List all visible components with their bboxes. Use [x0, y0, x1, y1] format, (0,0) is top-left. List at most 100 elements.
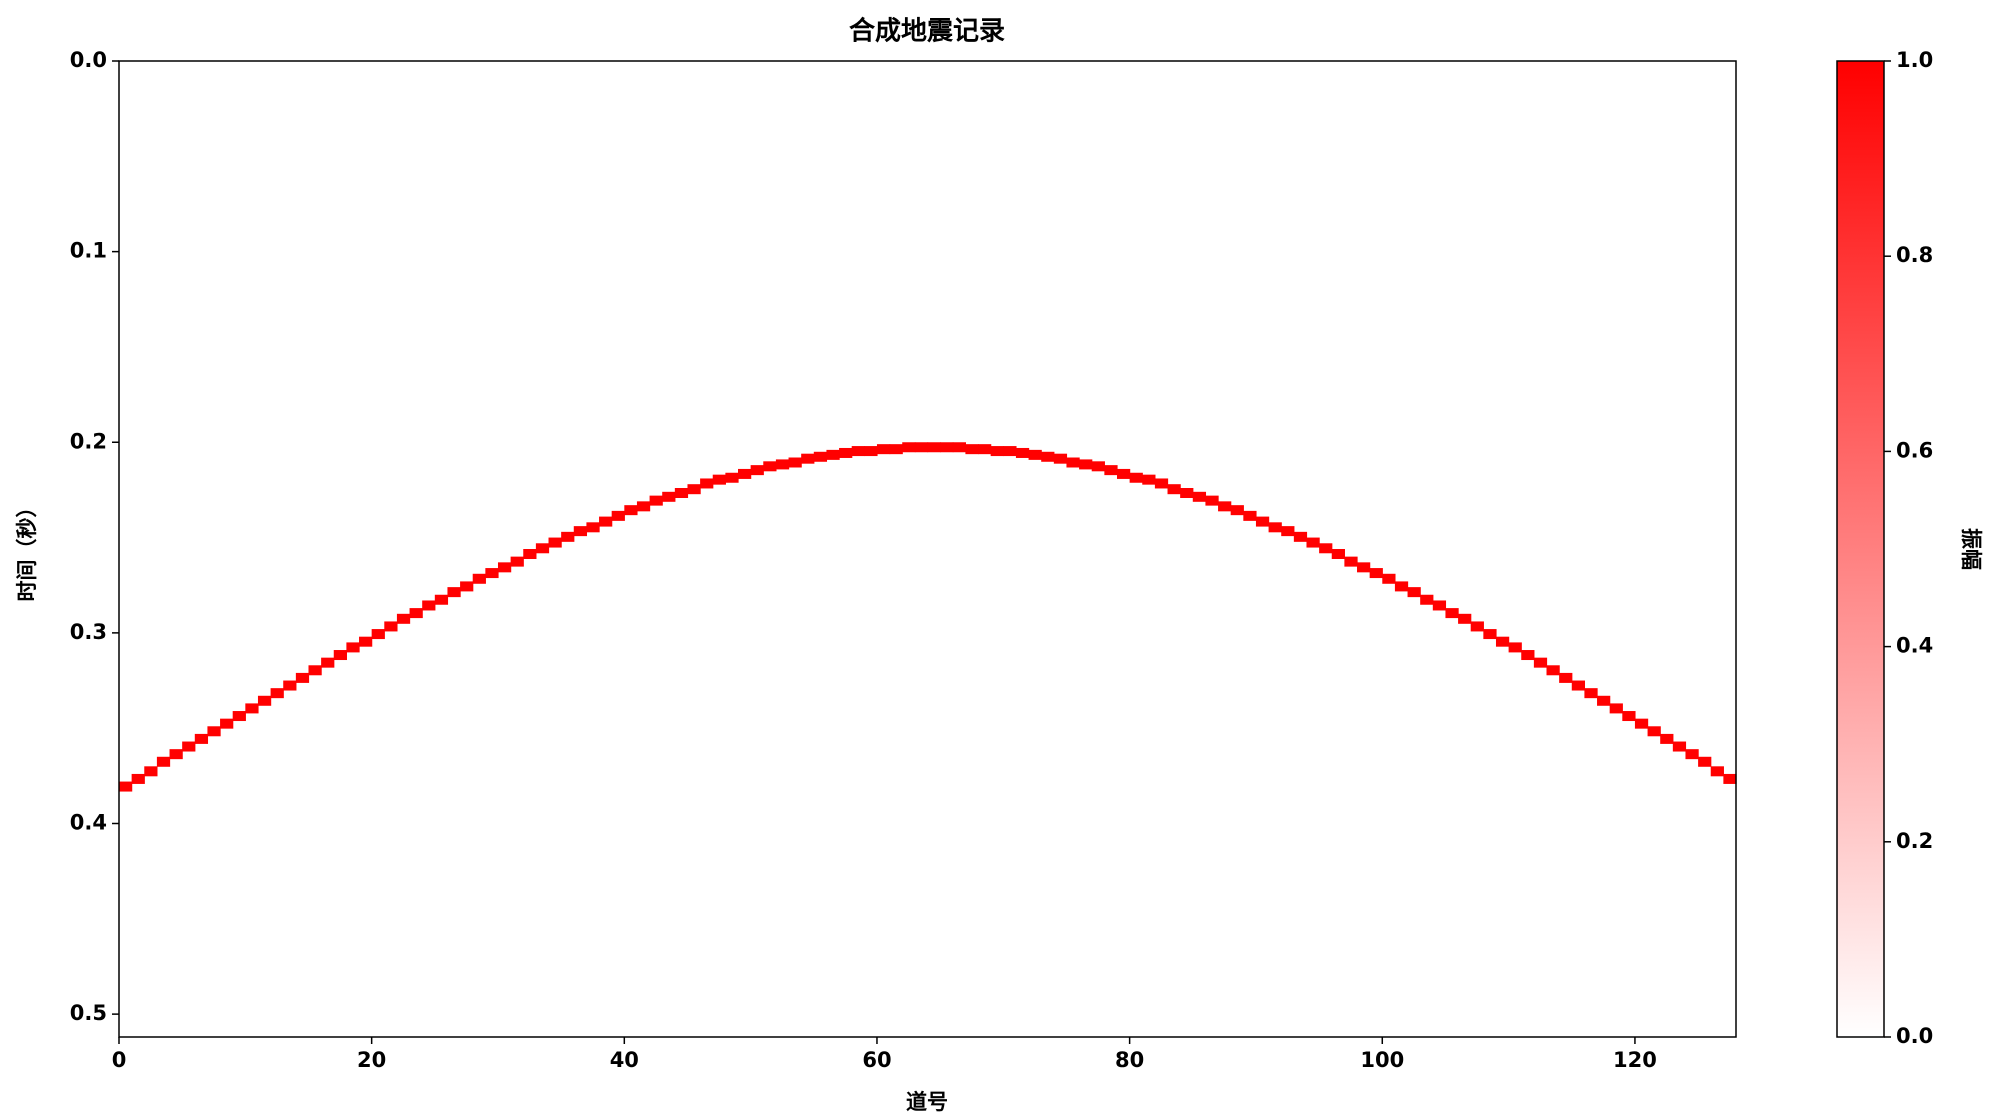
trace-cell	[1015, 447, 1030, 458]
trace-cell	[1723, 773, 1737, 784]
trace-cell	[1255, 516, 1270, 527]
trace-cell	[1508, 642, 1522, 653]
trace-cell	[889, 444, 903, 455]
trace-cell	[396, 613, 411, 624]
trace-cell	[1116, 468, 1131, 479]
trace-cell	[1357, 562, 1371, 573]
trace-cell	[472, 573, 486, 584]
trace-cell	[535, 543, 550, 554]
y-axis-label: 时间（秒）	[15, 497, 39, 602]
trace-cell	[826, 449, 840, 460]
trace-cell	[295, 672, 310, 683]
trace-cell	[624, 505, 638, 516]
trace-cell	[801, 453, 815, 464]
trace-cell	[978, 444, 992, 455]
trace-cell	[1672, 741, 1687, 752]
x-axis-label: 道号	[906, 1090, 948, 1114]
trace-cell	[763, 461, 777, 472]
trace-cell	[775, 459, 790, 470]
trace-cell	[1319, 543, 1333, 554]
x-tick-label: 100	[1360, 1048, 1404, 1072]
trace-cell	[839, 447, 853, 458]
trace-cell	[308, 665, 322, 676]
trace-cell	[1129, 472, 1143, 483]
trace-cell	[1243, 510, 1257, 521]
trace-cell	[1458, 613, 1472, 624]
trace-cell	[662, 491, 676, 502]
y-tick-label: 0.3	[70, 620, 107, 644]
trace-cell	[321, 657, 335, 668]
x-tick-label: 40	[610, 1048, 639, 1072]
trace-cell	[485, 568, 499, 579]
trace-cell	[1142, 474, 1156, 485]
trace-cell	[1521, 650, 1535, 661]
trace-cell	[1369, 568, 1383, 579]
trace-cell	[1028, 449, 1042, 460]
trace-cell	[586, 522, 600, 533]
trace-cell	[965, 444, 979, 455]
trace-cell	[270, 688, 284, 699]
trace-cell	[460, 581, 474, 592]
trace-cell	[1470, 621, 1484, 632]
trace-cell	[927, 442, 941, 453]
trace-cell	[1053, 453, 1068, 464]
x-tick-label: 60	[862, 1048, 891, 1072]
trace-cell	[497, 562, 512, 573]
trace-cell	[1331, 549, 1345, 559]
trace-cell	[119, 781, 133, 792]
trace-cell	[738, 468, 752, 479]
trace-cell	[952, 442, 966, 453]
trace-cell	[169, 749, 183, 760]
trace-cell	[194, 733, 209, 744]
trace-cell	[611, 510, 625, 521]
trace-cell	[1533, 657, 1548, 668]
trace-cell	[1647, 726, 1661, 737]
trace-cell	[1432, 600, 1447, 611]
trace-cell	[940, 442, 954, 453]
trace-cell	[1066, 457, 1080, 468]
trace-cell	[1609, 703, 1623, 714]
trace-cell	[1205, 495, 1219, 506]
trace-cell	[990, 446, 1004, 457]
trace-cell	[1495, 636, 1510, 647]
trace-cell	[144, 766, 158, 777]
trace-cell	[1003, 446, 1017, 457]
trace-cell	[1091, 461, 1105, 472]
trace-cell	[788, 457, 802, 468]
trace-cell	[409, 608, 423, 619]
trace-cell	[1698, 756, 1712, 767]
trace-cell	[1546, 665, 1560, 676]
trace-cell	[1167, 484, 1181, 495]
y-tick-label: 0.2	[70, 429, 107, 453]
trace-cell	[447, 587, 461, 598]
trace-cell	[182, 741, 196, 752]
y-tick-label: 0.1	[70, 239, 107, 263]
trace-cell	[561, 531, 575, 542]
trace-cell	[346, 642, 360, 653]
trace-cell	[523, 549, 537, 559]
trace-cell	[245, 703, 259, 714]
colorbar-tick-label: 0.8	[1896, 243, 1933, 267]
trace-cell	[422, 600, 436, 611]
trace-cell	[1483, 629, 1497, 640]
trace-cell	[1445, 608, 1459, 619]
trace-cell	[207, 726, 221, 737]
trace-cell	[636, 501, 651, 512]
trace-cell	[1079, 459, 1093, 470]
trace-cell	[510, 556, 524, 567]
colorbar-tick-label: 0.6	[1896, 438, 1933, 462]
x-tick-label: 120	[1613, 1048, 1657, 1072]
trace-cell	[851, 446, 865, 457]
colorbar	[1836, 60, 1885, 1038]
trace-cell	[1230, 505, 1244, 516]
trace-cell	[1154, 478, 1169, 489]
trace-cell	[1559, 672, 1573, 683]
trace-cell	[649, 495, 663, 506]
x-tick-label: 80	[1115, 1048, 1144, 1072]
trace-cell	[674, 488, 689, 498]
trace-cell	[1622, 711, 1636, 722]
trace-cell	[384, 621, 398, 632]
trace-cell	[599, 516, 613, 527]
trace-cell	[1394, 581, 1409, 592]
